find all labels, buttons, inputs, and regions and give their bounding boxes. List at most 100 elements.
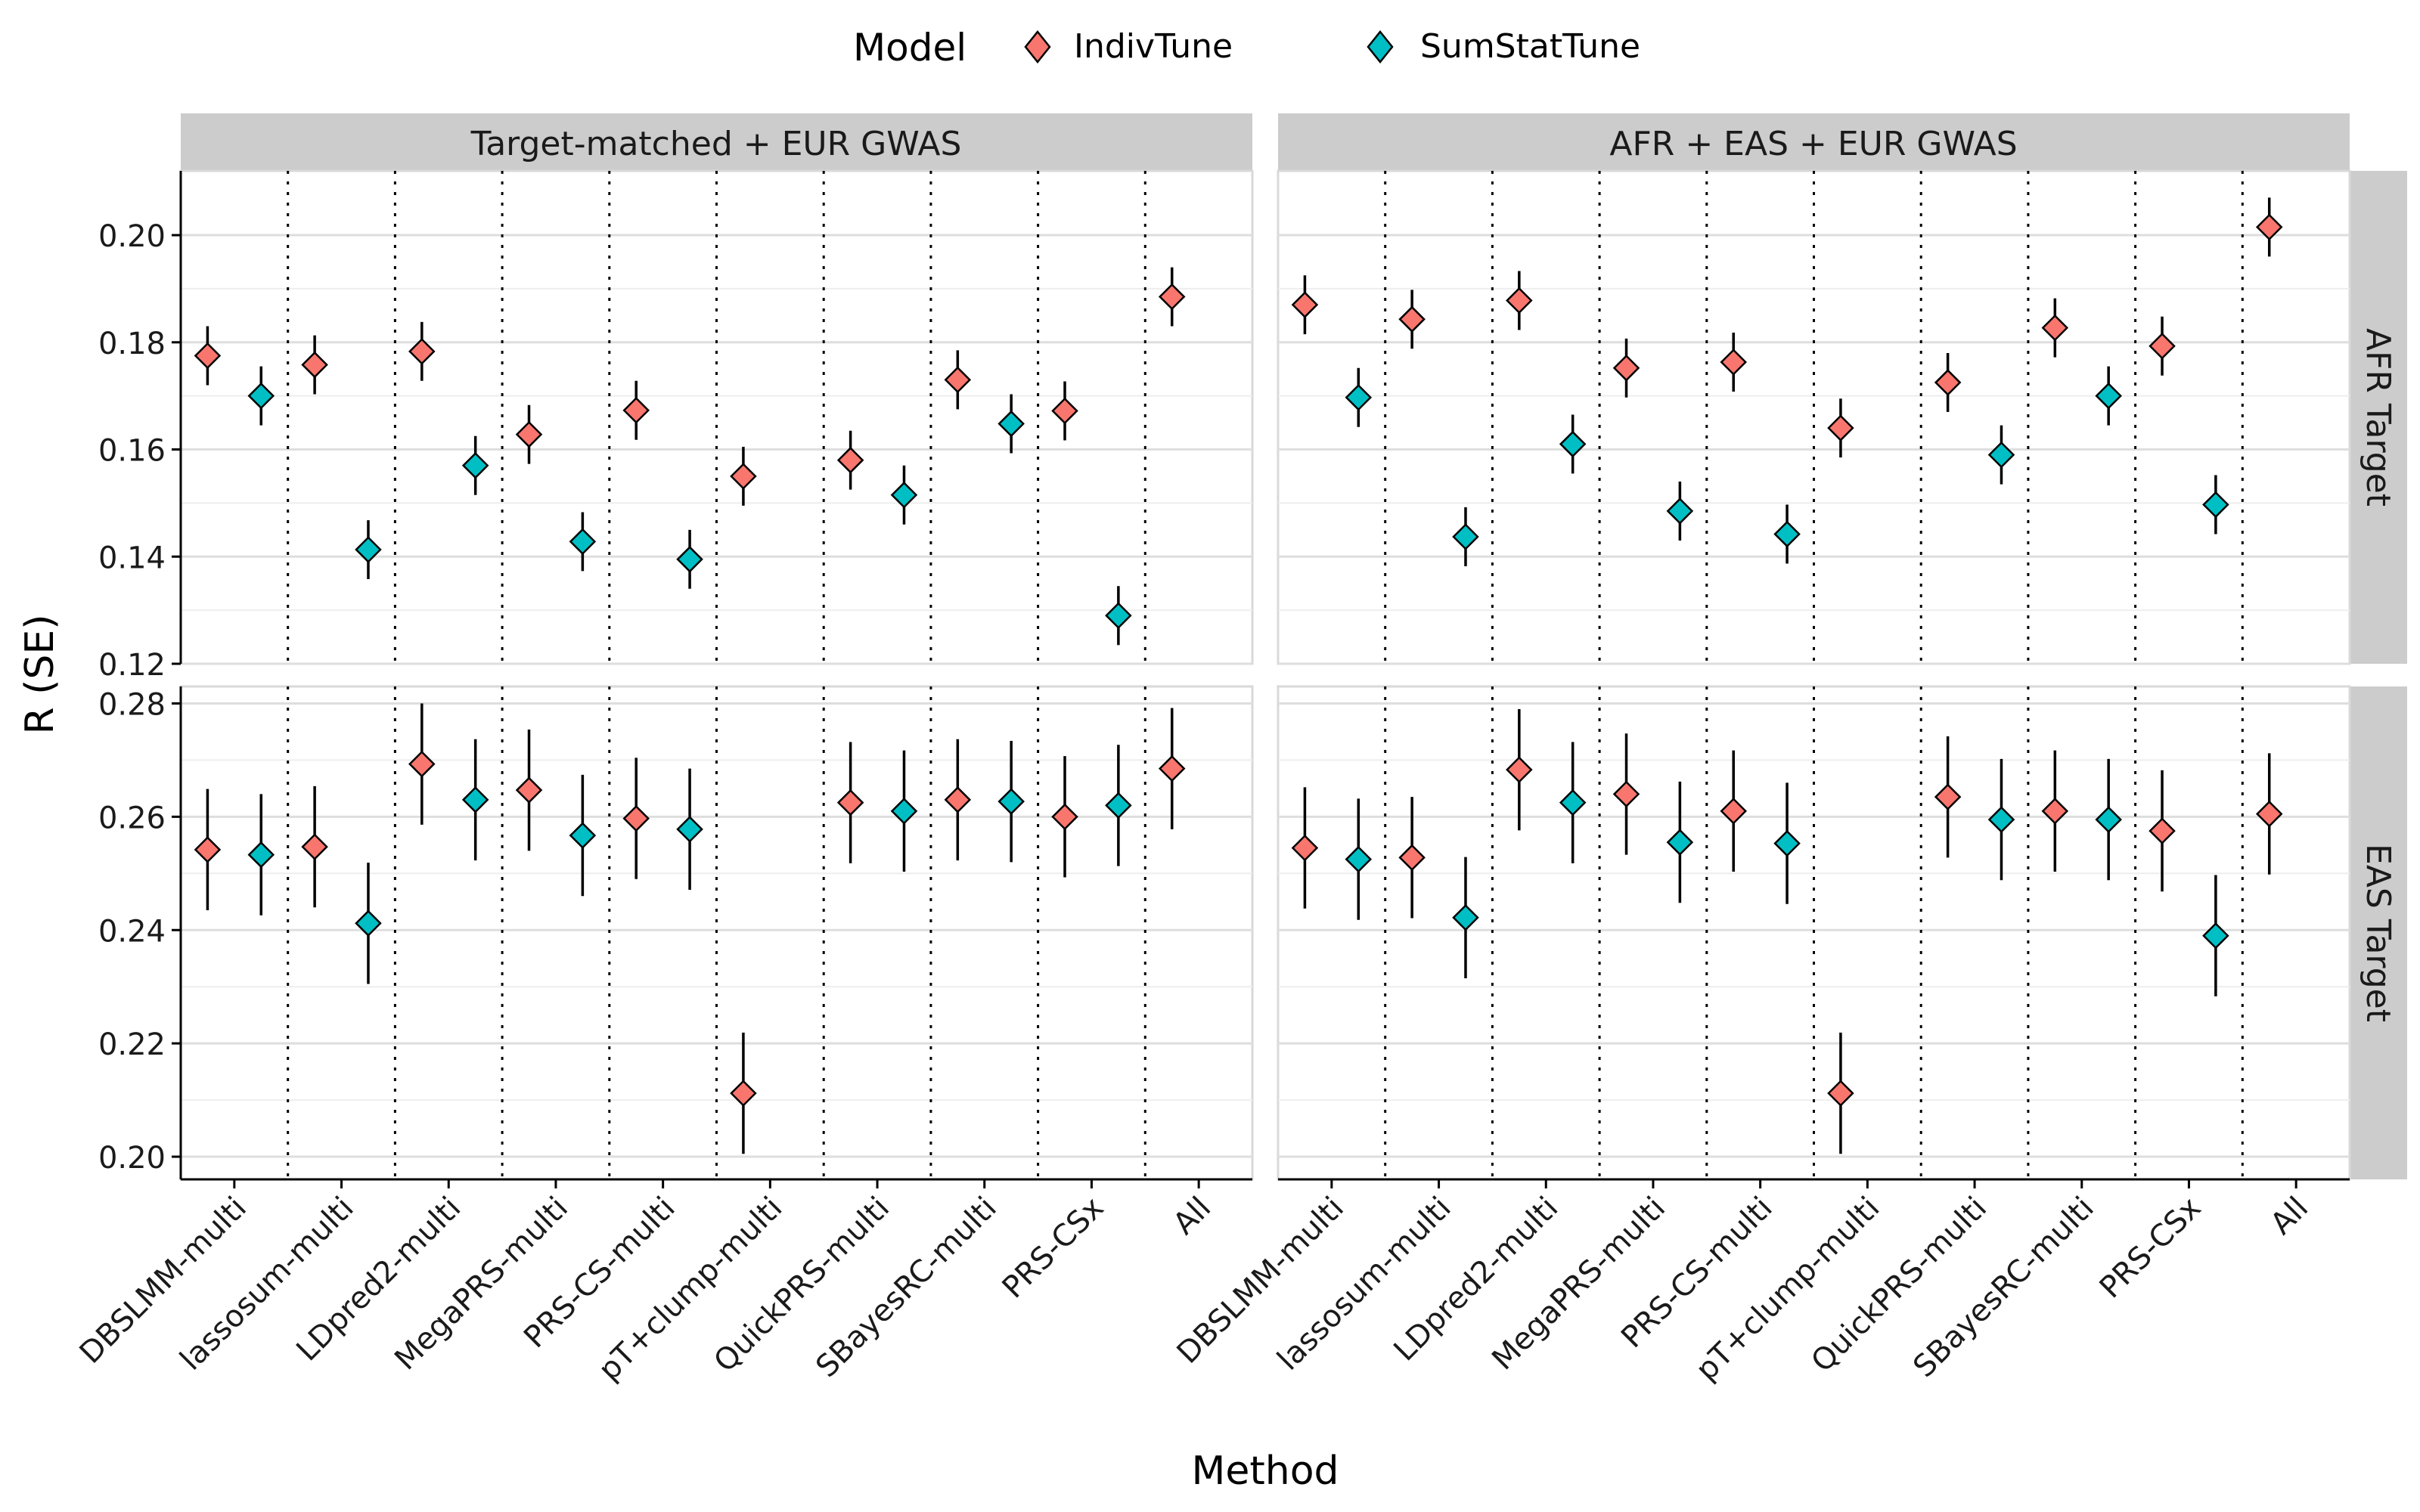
point-sumstattune-sbayesrc-multi <box>2095 382 2122 410</box>
row-facet-strip-bottom: EAS Target <box>2350 686 2407 1179</box>
point-sumstattune-megaprs-multi <box>1666 829 1694 856</box>
point-sumstattune-dbslmm-multi <box>1345 384 1373 411</box>
legend-swatch-sumstattune <box>1367 29 1394 64</box>
point-sumstattune-megaprs-multi <box>569 528 597 556</box>
panel-eas-multi-ancestry <box>1277 685 2351 1181</box>
point-indivtune-dbslmm-multi <box>1291 291 1319 318</box>
point-indivtune-all <box>1158 283 1186 311</box>
point-sumstattune-prs-csx <box>2202 922 2229 950</box>
y-axis-title: R (SE) <box>17 614 63 734</box>
legend: Model IndivTune SumStatTune <box>853 26 1640 70</box>
point-indivtune-prs-cs-multi <box>622 397 650 424</box>
point-indivtune-quickprs-multi <box>836 789 864 816</box>
point-sumstattune-quickprs-multi <box>1987 806 2015 833</box>
point-indivtune-prs-csx <box>2149 817 2176 844</box>
y-tick-label: 0.20 <box>98 1141 166 1176</box>
point-sumstattune-lassosum-multi <box>1452 904 1479 931</box>
point-indivtune-sbayesrc-multi <box>2041 314 2069 342</box>
panel-afr-target-matched <box>179 169 1254 665</box>
point-sumstattune-quickprs-multi <box>890 481 918 509</box>
point-indivtune-ldpred2-multi <box>408 750 436 778</box>
point-sumstattune-megaprs-multi <box>569 822 597 849</box>
point-indivtune-ldpred2-multi <box>408 338 436 365</box>
y-axis-eas: 0.20 0.22 0.24 0.26 0.28 <box>98 686 182 1179</box>
point-sumstattune-prs-cs-multi <box>676 546 703 573</box>
point-indivtune-sbayesrc-multi <box>2041 798 2069 825</box>
point-indivtune-dbslmm-multi <box>194 342 222 370</box>
panel-afr-multi-ancestry <box>1277 169 2351 665</box>
y-axis-afr: 0.12 0.14 0.16 0.18 0.20 <box>98 171 182 683</box>
row-facet-label-top: AFR Target <box>2359 328 2397 507</box>
column-facet-strip-left: Target-matched + EUR GWAS <box>181 113 1252 171</box>
legend-title: Model <box>853 26 966 70</box>
point-indivtune-lassosum-multi <box>1398 305 1426 333</box>
point-indivtune-prs-csx <box>2149 332 2176 360</box>
point-sumstattune-ldpred2-multi <box>1559 430 1587 458</box>
point-sumstattune-quickprs-multi <box>890 798 918 825</box>
point-indivtune-lassosum-multi <box>301 833 328 860</box>
point-sumstattune-megaprs-multi <box>1666 497 1694 525</box>
legend-swatch-indivtune <box>1024 29 1051 64</box>
point-sumstattune-sbayesrc-multi <box>997 788 1025 815</box>
point-sumstattune-prs-cs-multi <box>676 816 703 843</box>
y-tick-label: 0.18 <box>98 327 166 361</box>
point-sumstattune-prs-cs-multi <box>1773 520 1801 548</box>
point-sumstattune-prs-csx <box>1105 792 1132 820</box>
point-indivtune-dbslmm-multi <box>194 836 222 863</box>
point-indivtune-pt-clump-multi <box>1827 1080 1854 1107</box>
point-indivtune-megaprs-multi <box>1612 355 1640 382</box>
point-indivtune-all <box>2255 800 2283 828</box>
panel-eas-target-matched <box>179 685 1254 1181</box>
point-indivtune-prs-csx <box>1051 397 1078 425</box>
legend-label-sumstattune: SumStatTune <box>1420 27 1640 66</box>
y-tick-label: 0.28 <box>98 687 166 722</box>
point-sumstattune-dbslmm-multi <box>1345 845 1373 873</box>
point-sumstattune-ldpred2-multi <box>461 452 489 479</box>
point-indivtune-megaprs-multi <box>1612 780 1640 808</box>
point-indivtune-ldpred2-multi <box>1506 287 1533 314</box>
point-indivtune-lassosum-multi <box>1398 844 1426 872</box>
point-indivtune-pt-clump-multi <box>730 1080 757 1107</box>
y-tick-label: 0.20 <box>98 219 166 254</box>
point-indivtune-sbayesrc-multi <box>944 786 972 813</box>
legend-label-indivtune: IndivTune <box>1074 27 1233 66</box>
point-sumstattune-dbslmm-multi <box>247 841 275 869</box>
point-sumstattune-lassosum-multi <box>355 909 382 937</box>
point-sumstattune-sbayesrc-multi <box>997 410 1025 438</box>
row-facet-strip-top: AFR Target <box>2350 171 2407 664</box>
column-facet-label-left: Target-matched + EUR GWAS <box>470 125 962 163</box>
point-indivtune-dbslmm-multi <box>1291 834 1319 862</box>
point-indivtune-ldpred2-multi <box>1506 756 1533 783</box>
point-indivtune-all <box>2255 213 2283 241</box>
point-indivtune-prs-cs-multi <box>622 804 650 832</box>
column-facet-label-right: AFR + EAS + EUR GWAS <box>1609 125 2017 163</box>
point-indivtune-lassosum-multi <box>301 351 328 379</box>
y-tick-label: 0.26 <box>98 801 166 835</box>
point-indivtune-quickprs-multi <box>1934 783 1962 810</box>
point-indivtune-megaprs-multi <box>515 776 543 804</box>
x-axis-title: Method <box>1191 1448 1339 1494</box>
point-sumstattune-prs-csx <box>2202 491 2229 519</box>
point-sumstattune-ldpred2-multi <box>1559 789 1587 816</box>
point-indivtune-prs-csx <box>1051 803 1078 831</box>
point-indivtune-prs-cs-multi <box>1720 349 1747 376</box>
point-indivtune-quickprs-multi <box>836 446 864 474</box>
point-sumstattune-dbslmm-multi <box>247 382 275 410</box>
point-indivtune-quickprs-multi <box>1934 369 1962 396</box>
point-indivtune-sbayesrc-multi <box>944 366 972 394</box>
column-facet-strip-right: AFR + EAS + EUR GWAS <box>1278 113 2350 171</box>
y-tick-label: 0.16 <box>98 434 166 469</box>
point-indivtune-all <box>1158 754 1186 782</box>
point-sumstattune-prs-csx <box>1105 602 1132 629</box>
y-tick-label: 0.24 <box>98 914 166 949</box>
y-tick-label: 0.14 <box>98 541 166 575</box>
point-indivtune-pt-clump-multi <box>1827 414 1854 442</box>
point-indivtune-prs-cs-multi <box>1720 798 1747 825</box>
y-tick-label: 0.12 <box>98 648 166 683</box>
point-sumstattune-lassosum-multi <box>1452 523 1479 550</box>
row-facet-label-bottom: EAS Target <box>2359 844 2397 1022</box>
point-sumstattune-sbayesrc-multi <box>2095 806 2122 833</box>
y-tick-label: 0.22 <box>98 1027 166 1062</box>
point-sumstattune-ldpred2-multi <box>461 786 489 813</box>
